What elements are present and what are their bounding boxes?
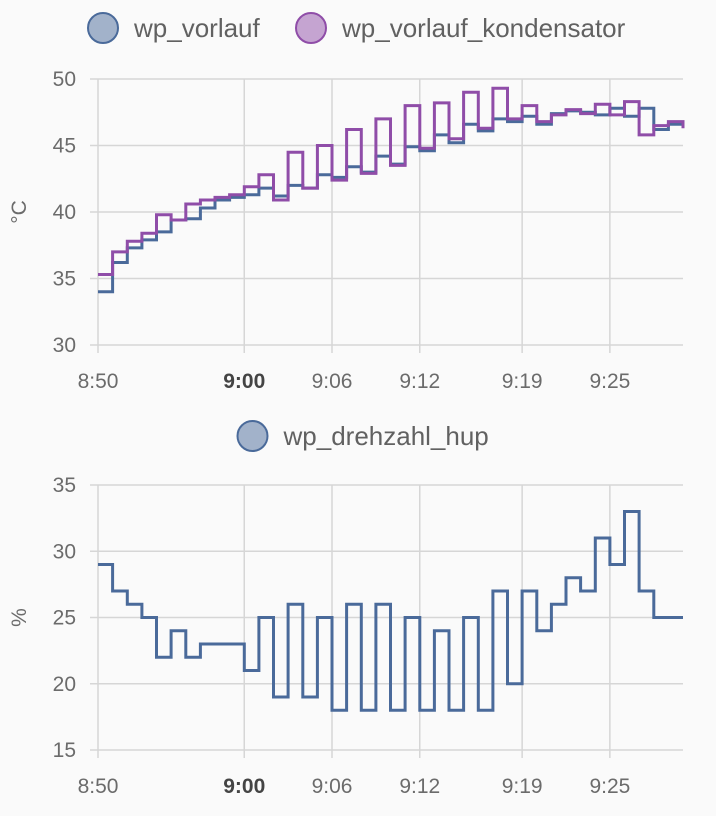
x-tick-label: 9:19 [502,370,543,393]
legend-label: wp_drehzahl_hup [283,421,489,451]
series-line-wp-vorlauf-kondensator [98,86,685,276]
legend-swatch-icon [295,12,327,44]
chart-panel-1: 30 35 40 45 50 8:50 9:00 9:06 9:12 9:19 9:25 °C wp_v… [8,12,685,393]
x-tick-label: 9:12 [399,370,440,393]
y-tick-label: 35 [53,474,76,497]
x-tick-label: 9:25 [589,370,630,393]
x-tick-label: 9:06 [312,775,353,798]
y-tick-label: 30 [53,540,76,563]
legend-label: wp_vorlauf [133,13,261,43]
x-tick-label: 9:25 [589,775,630,798]
x-tick-label: 9:00 [223,775,265,798]
x-tick-label: 9:19 [502,775,543,798]
legend-item-wp-drehzahl-hup[interactable]: wp_drehzahl_hup [236,420,489,452]
x-tick-label: 9:06 [312,370,353,393]
chart-panel-2: 15 20 25 30 35 8:50 9:00 9:06 9:12 9:19 9:25% wp_dr… [8,420,683,798]
y-tick-label: 25 [53,607,76,630]
legend-item-wp-vorlauf[interactable]: wp_vorlauf [87,12,261,44]
x-tick-label: 9:12 [399,775,440,798]
y-tick-label: 15 [53,739,76,762]
x-tick-label: 9:00 [223,370,265,393]
y-tick-label: 30 [53,334,76,357]
y-tick-label: 40 [53,201,76,224]
x-tick-label: 8:50 [78,775,119,798]
y-tick-label: 35 [53,268,76,291]
y-axis-label: % [8,608,31,627]
series-line-wp-drehzahl-hup [98,510,683,712]
legend-swatch-icon [236,420,269,452]
y-axis-label: °C [8,200,31,224]
legend-swatch-icon [87,12,119,44]
y-tick-label: 50 [53,68,76,91]
legend-item-wp-vorlauf-kondensator[interactable]: wp_vorlauf_kondensator [295,12,626,44]
legend-label: wp_vorlauf_kondensator [341,13,626,43]
y-tick-label: 45 [53,135,76,158]
y-tick-label: 20 [53,673,76,696]
x-tick-label: 8:50 [78,370,119,393]
